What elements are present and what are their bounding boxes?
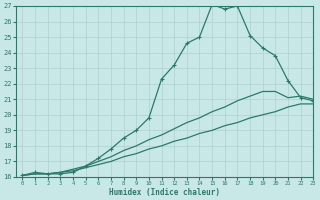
X-axis label: Humidex (Indice chaleur): Humidex (Indice chaleur): [109, 188, 220, 197]
